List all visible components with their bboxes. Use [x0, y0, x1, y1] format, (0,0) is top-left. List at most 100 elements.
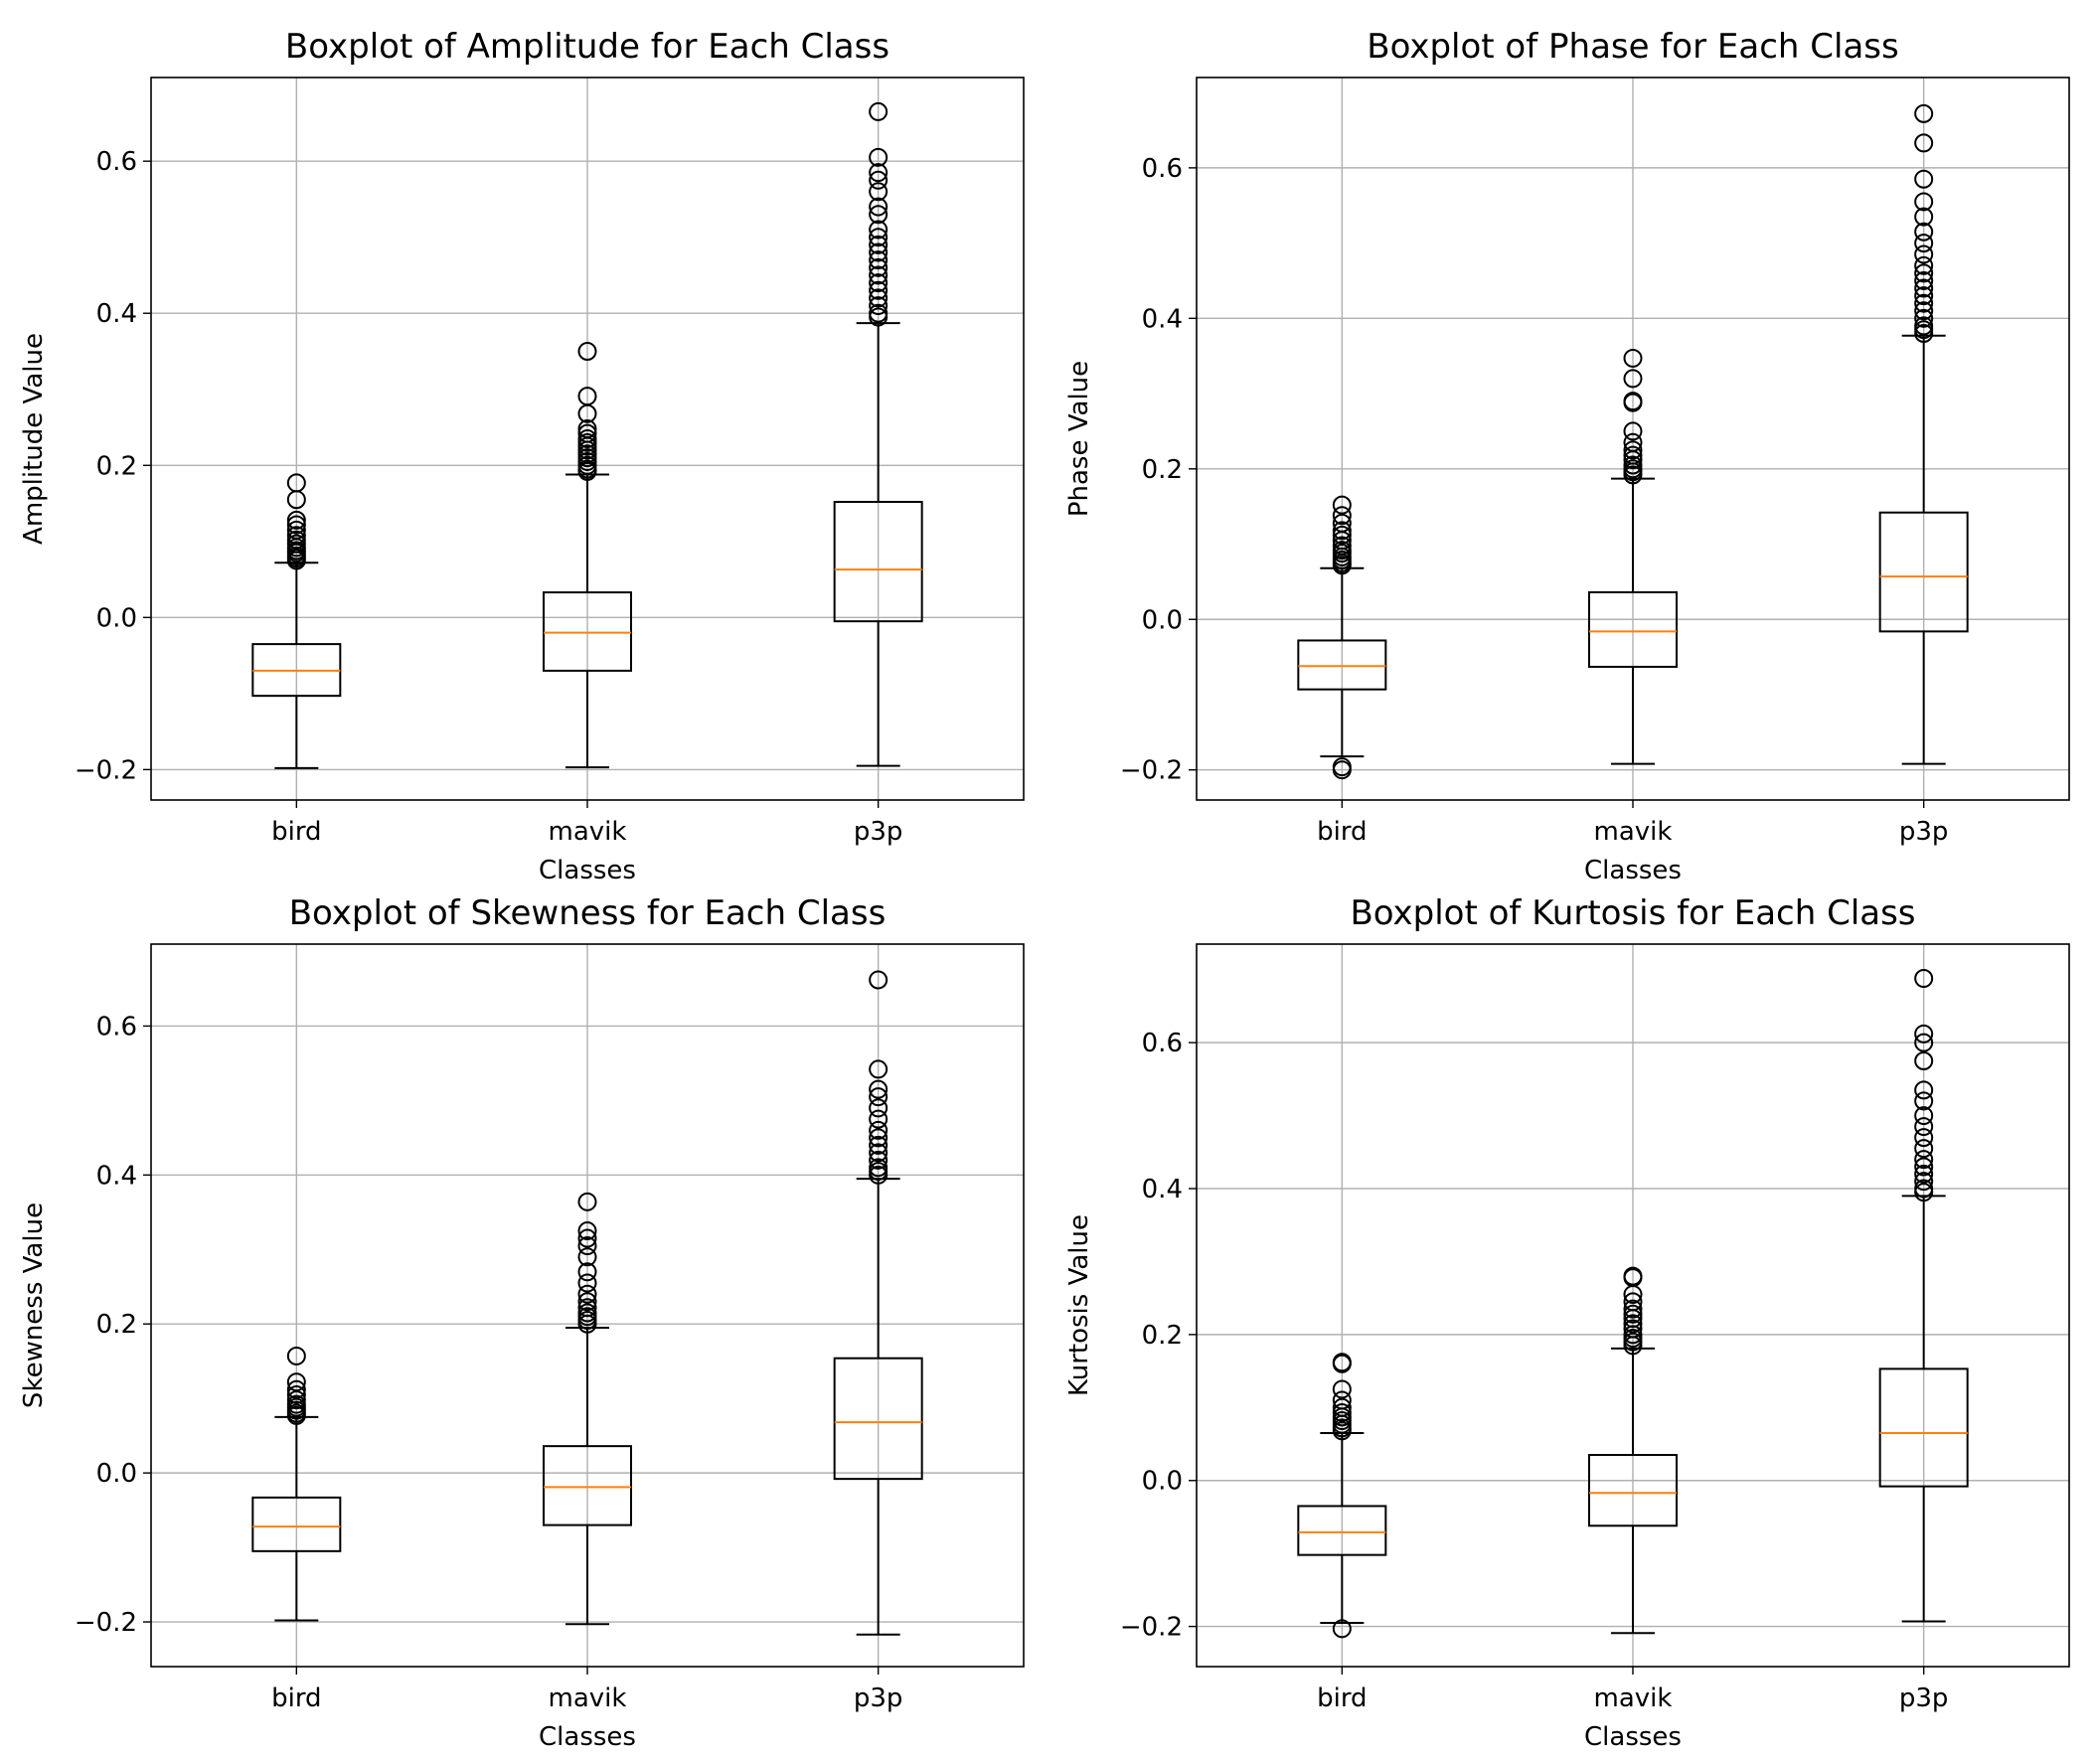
outlier-point [577, 1221, 597, 1241]
outlier-point [869, 235, 888, 254]
outlier-point [1332, 1402, 1352, 1422]
outlier-point [1623, 1314, 1643, 1334]
y-tick-label: 0.0 [96, 603, 137, 633]
iqr-box [833, 1357, 923, 1481]
iqr-box [1297, 1505, 1387, 1556]
box-p3p [1878, 969, 1969, 1623]
box-p3p [1878, 103, 1969, 765]
outlier-point [577, 341, 597, 361]
outlier-point [869, 257, 888, 277]
x-axis-label: Classes [1584, 856, 1682, 885]
x-axis-label: Classes [539, 1722, 636, 1752]
box-bird [1297, 1353, 1387, 1639]
y-tick-label: −0.2 [1120, 1613, 1183, 1643]
box-mavik [1588, 348, 1678, 765]
outlier-point [869, 296, 888, 316]
outlier-point [869, 1135, 888, 1155]
outlier-point [577, 1273, 597, 1293]
x-tick-label: bird [271, 1684, 321, 1713]
y-tick-label: 0.0 [1142, 1467, 1183, 1497]
outlier-point [1623, 1284, 1643, 1304]
outlier-point [869, 197, 888, 217]
iqr-box [543, 1445, 632, 1526]
outlier-point [869, 307, 888, 327]
iqr-box [1878, 511, 1969, 633]
outlier-point [1332, 521, 1352, 541]
outlier-point [869, 147, 888, 167]
chart-title: Boxplot of Phase for Each Class [1367, 27, 1898, 67]
outlier-point [1914, 1172, 1934, 1192]
y-tick-label: 0.6 [96, 1012, 137, 1042]
x-tick-label: bird [1317, 1684, 1367, 1713]
outlier-point [1914, 301, 1934, 321]
box-p3p [833, 970, 923, 1636]
box-mavik [543, 341, 632, 769]
x-tick-label: p3p [1899, 1684, 1949, 1713]
outlier-point [869, 228, 888, 247]
outlier-point [1914, 270, 1934, 290]
y-tick-label: 0.6 [1142, 154, 1183, 184]
outlier-point [1914, 969, 1934, 989]
outlier-point [1914, 1091, 1934, 1111]
outlier-point [869, 163, 888, 183]
x-tick-label: bird [1317, 817, 1367, 847]
outlier-point [577, 461, 597, 481]
chart-title: Boxplot of Skewness for Each Class [289, 893, 887, 933]
outlier-point [577, 1262, 597, 1282]
outlier-point [869, 101, 888, 121]
x-tick-label: mavik [1594, 1684, 1673, 1713]
subplot-amplitude: Boxplot of Amplitude for Each Class −0.2 0… [19, 27, 1025, 885]
outlier-point [869, 1143, 888, 1163]
outlier-point [1914, 169, 1934, 189]
outlier-point [1914, 1080, 1934, 1100]
outlier-point [286, 515, 306, 535]
y-tick-label: 0.6 [96, 147, 137, 177]
outlier-point [869, 265, 888, 285]
outlier-point [1914, 293, 1934, 313]
x-axis-label: Classes [1584, 1722, 1682, 1752]
y-tick-label: 0.2 [96, 1310, 137, 1340]
outlier-point [1623, 440, 1643, 460]
outlier-point [869, 1128, 888, 1148]
outlier-point [286, 490, 306, 510]
outlier-point [1914, 234, 1934, 253]
outlier-point [1914, 1033, 1934, 1052]
y-axis-label: Kurtosis Value [1064, 1214, 1094, 1396]
y-tick-label: 0.6 [1142, 1029, 1183, 1058]
chart-title: Boxplot of Kurtosis for Each Class [1350, 893, 1915, 933]
outlier-point [1623, 1336, 1643, 1356]
outlier-point [577, 1192, 597, 1211]
box-mavik [543, 1192, 632, 1626]
iqr-box [1297, 639, 1387, 691]
iqr-box [543, 591, 632, 672]
outlier-point [1332, 556, 1352, 575]
outlier-point [1332, 1421, 1352, 1441]
outlier-point [1914, 278, 1934, 298]
axes-frame [1196, 943, 2070, 1668]
outlier-point [286, 1346, 306, 1365]
y-tick-label: 0.4 [96, 299, 137, 329]
outlier-point [869, 288, 888, 308]
outlier-point [1623, 1299, 1643, 1319]
outlier-point [1914, 1150, 1934, 1170]
outlier-point [1914, 1128, 1934, 1148]
outlier-point [1623, 393, 1643, 412]
iqr-box [1588, 590, 1678, 668]
subplot-kurtosis: Boxplot of Kurtosis for Each Class −0.2 0.… [1064, 893, 2070, 1752]
axes-frame [150, 943, 1025, 1668]
outlier-point [286, 551, 306, 570]
y-tick-label: 0.2 [96, 451, 137, 481]
x-tick-label: p3p [854, 1684, 903, 1713]
outlier-point [869, 1120, 888, 1140]
outlier-point [869, 205, 888, 225]
outlier-point [869, 970, 888, 990]
outlier-point [1332, 506, 1352, 526]
y-tick-label: 0.2 [1142, 1321, 1183, 1351]
outlier-point [869, 250, 888, 270]
outlier-point [869, 1165, 888, 1185]
outlier-point [1623, 421, 1643, 441]
outlier-point [1914, 308, 1934, 328]
outlier-point [869, 242, 888, 262]
subplot-skewness: Boxplot of Skewness for Each Class −0.2 0.… [19, 893, 1025, 1752]
